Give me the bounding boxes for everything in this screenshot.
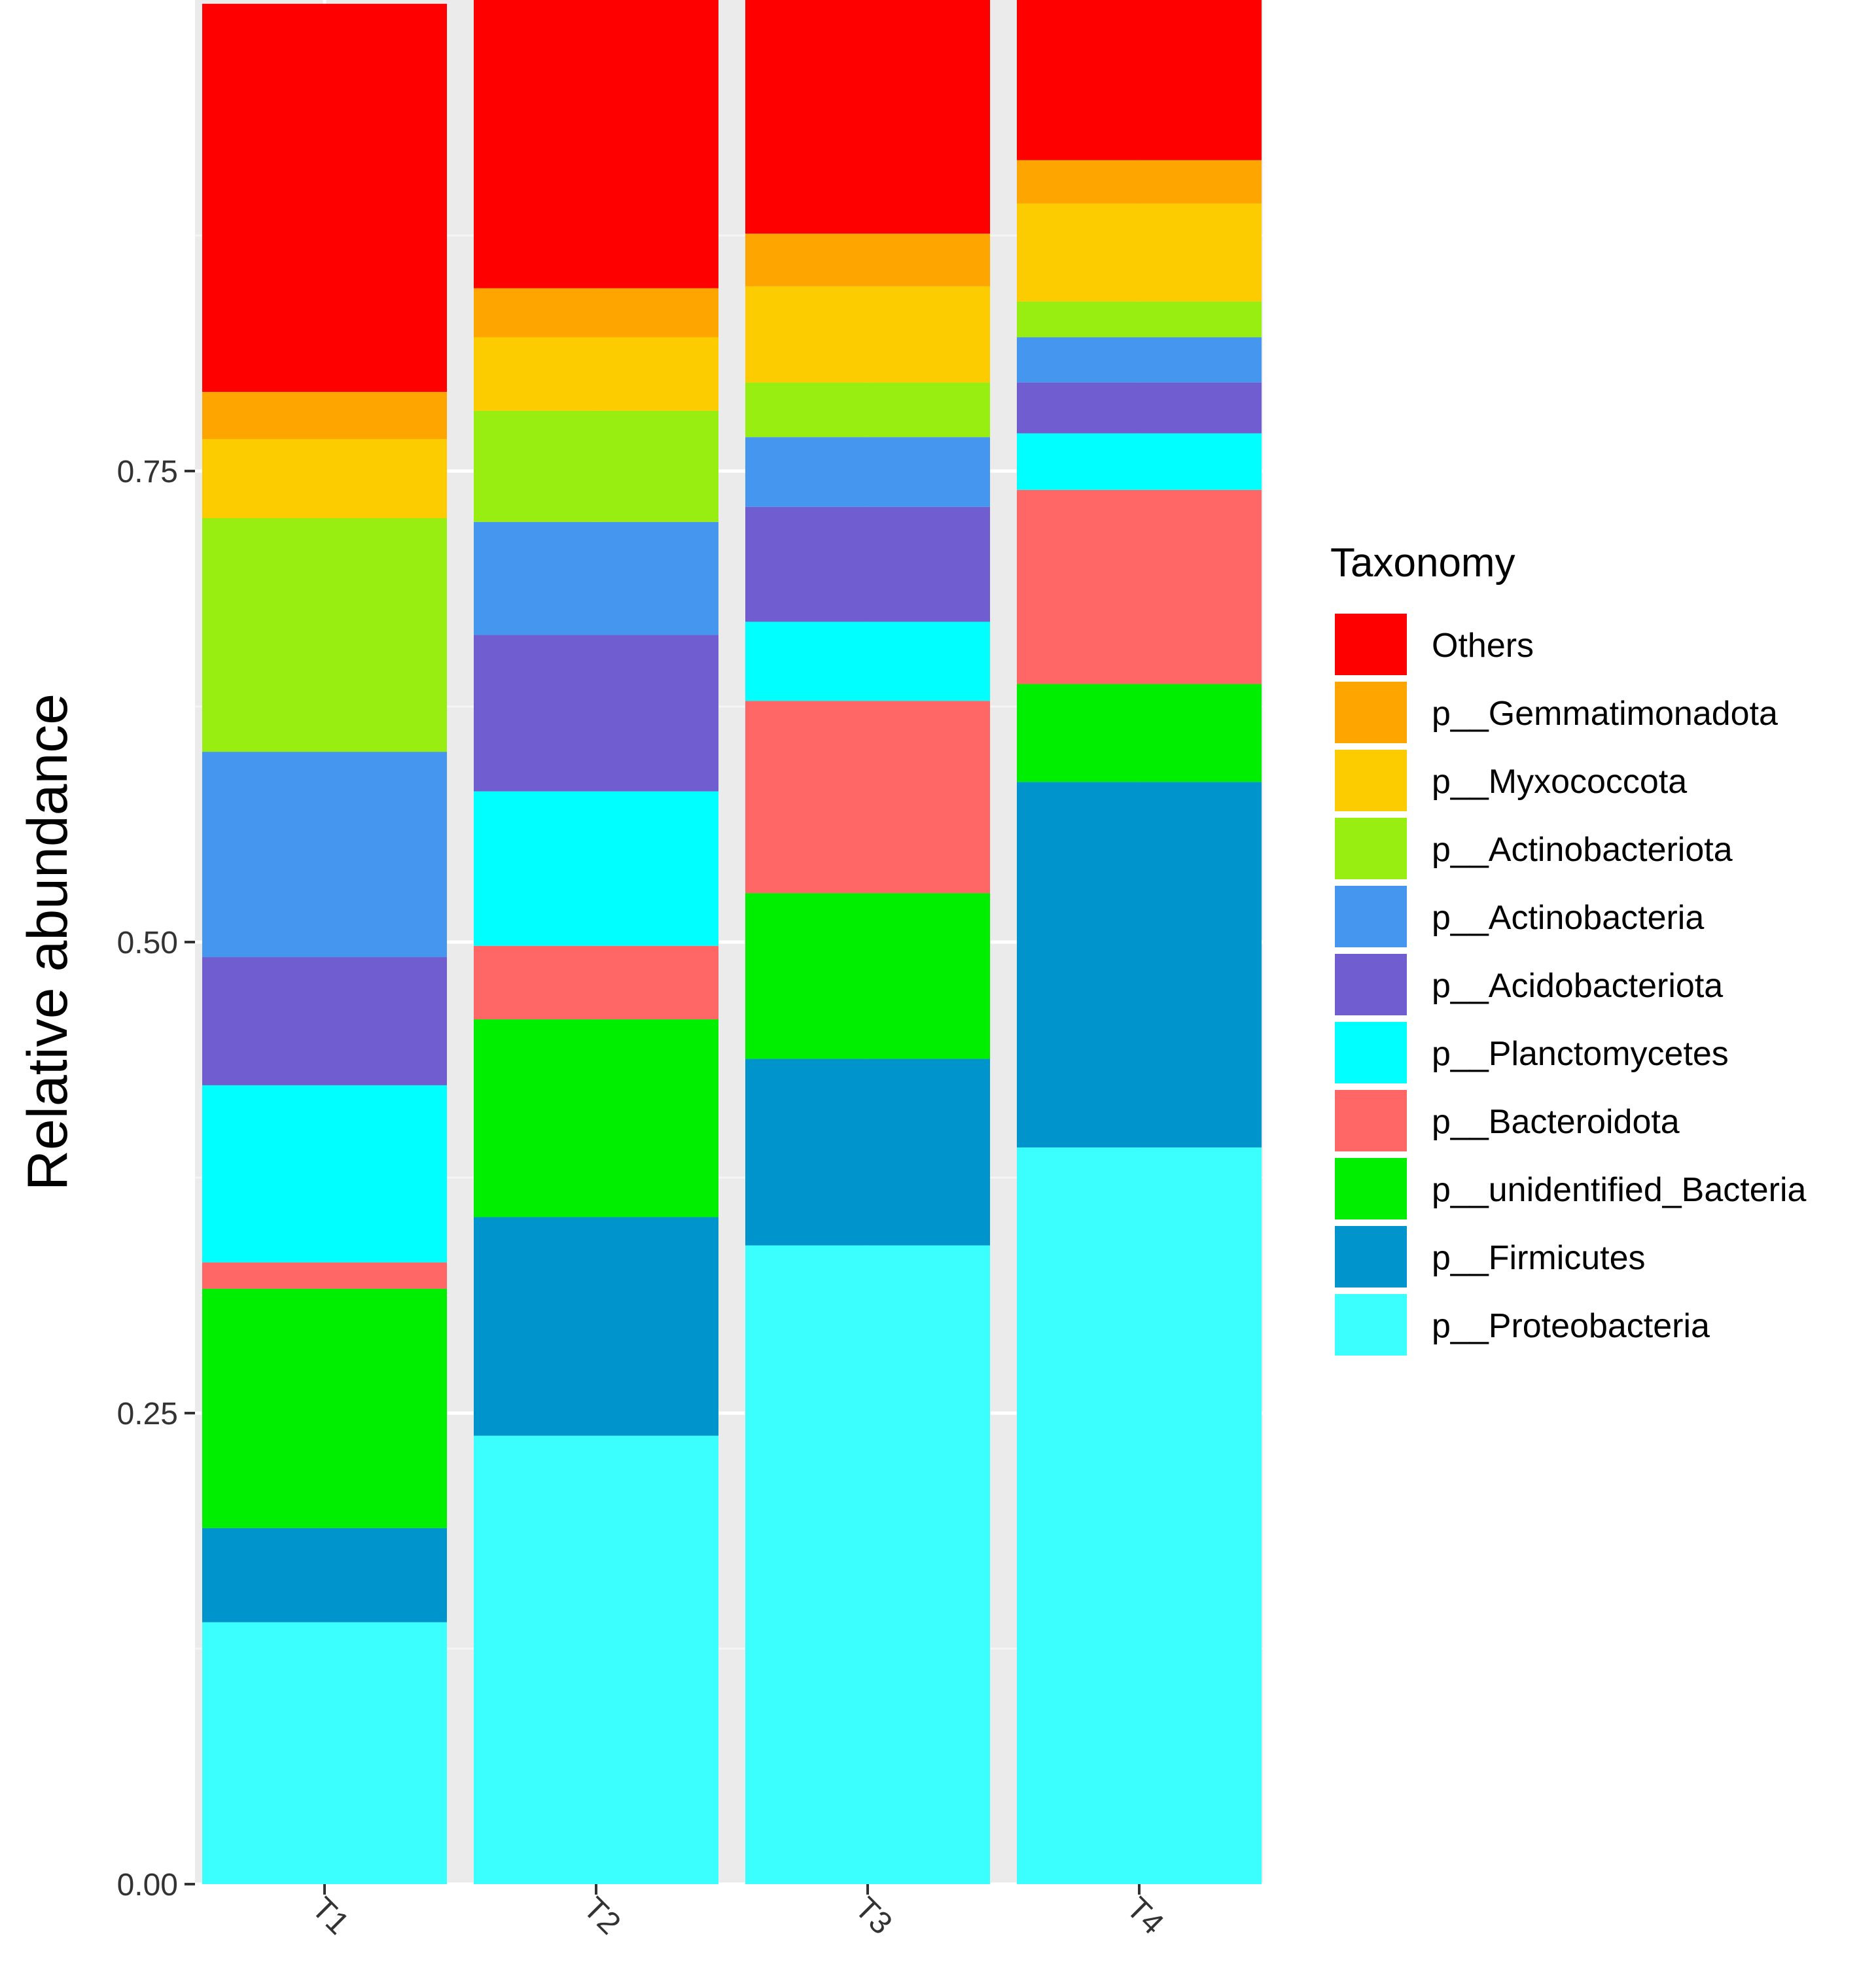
legend-key [1335,682,1407,743]
legend-label: p__Myxococcota [1432,763,1687,801]
bar-segment-T4-unidentified-Bacteria [1017,684,1262,782]
bar-segment-T3-unidentified-Bacteria [745,893,990,1059]
bar-segment-T1-Firmicutes [202,1528,447,1622]
bar-segment-T3-Planctomycetes [745,622,990,701]
bar-segment-T2-Firmicutes [474,1217,718,1436]
bar-segment-T4-Proteobacteria [1017,1147,1262,1884]
bar-segment-T4-Actinobacteriota [1017,301,1262,338]
legend-label: p__unidentified_Bacteria [1432,1171,1807,1209]
bar-segment-T1-Myxococcota [202,439,447,518]
x-tick-label-T2: T2 [576,1891,627,1941]
y-axis: 0.00 0.25 0.50 0.75 [117,455,195,1902]
bar-segment-T2-Gemmatimonadota [474,288,718,338]
bar-segment-T2-Planctomycetes [474,791,718,946]
y-tick-label-1: 0.25 [117,1397,178,1431]
legend-item-Firmicutes: p__Firmicutes [1335,1226,1646,1287]
legend-item-Myxococcota: p__Myxococcota [1335,750,1687,811]
legend-label: p__Bacteroidota [1432,1103,1680,1141]
legend-item-Others: Others [1335,614,1534,675]
legend-key [1335,750,1407,811]
legend-key [1335,954,1407,1015]
bar-segment-T4-Planctomycetes [1017,433,1262,490]
legend-item-Actinobacteriota: p__Actinobacteriota [1335,818,1733,879]
bar-segment-T4-Myxococcota [1017,203,1262,302]
x-tick-label-T3: T3 [848,1891,898,1941]
bar-segment-T2-Actinobacteriota [474,410,718,522]
bar-segment-T3-Others [745,0,990,234]
legend-item-Actinobacteria: p__Actinobacteria [1335,886,1704,947]
bar-segment-T1-Actinobacteriota [202,518,447,752]
legend-label: p__Actinobacteria [1432,899,1704,937]
bars [202,0,1262,1884]
legend-item-unidentified-Bacteria: p__unidentified_Bacteria [1335,1158,1807,1219]
legend-key [1335,886,1407,947]
legend-key [1335,818,1407,879]
x-tick-label-T1: T1 [305,1891,355,1941]
bar-segment-T1-unidentified-Bacteria [202,1288,447,1528]
bar-segment-T2-Proteobacteria [474,1435,718,1884]
legend-key [1335,614,1407,675]
legend-key [1335,1022,1407,1083]
legend-label: p__Gemmatimonadota [1432,695,1778,733]
bar-segment-T4-Others [1017,0,1262,160]
bar-segment-T4-Gemmatimonadota [1017,160,1262,204]
legend-label: Others [1432,627,1534,665]
legend-label: p__Planctomycetes [1432,1035,1729,1073]
bar-segment-T1-Others [202,3,447,393]
bar-segment-T1-Gemmatimonadota [202,392,447,440]
bar-segment-T3-Bacteroidota [745,701,990,894]
x-tick-label-T4: T4 [1120,1891,1170,1941]
bar-segment-T3-Acidobacteriota [745,506,990,622]
legend-item-Bacteroidota: p__Bacteroidota [1335,1090,1680,1151]
y-tick-label-3: 0.75 [117,455,178,489]
bar-segment-T1-Proteobacteria [202,1622,447,1884]
legend-label: p__Actinobacteriota [1432,831,1733,869]
legend-label: p__Proteobacteria [1432,1307,1710,1345]
legend: Taxonomy Others p__Gemmatimonadota p__Myxo… [1330,540,1807,1356]
legend-key [1335,1158,1407,1219]
bar-group-T3 [745,0,990,1884]
bar-segment-T2-unidentified-Bacteria [474,1019,718,1217]
legend-item-Gemmatimonadota: p__Gemmatimonadota [1335,682,1778,743]
bar-group-T2 [474,0,718,1884]
legend-item-Planctomycetes: p__Planctomycetes [1335,1022,1729,1083]
bar-segment-T3-Firmicutes [745,1059,990,1246]
bar-segment-T3-Myxococcota [745,286,990,383]
legend-label: p__Acidobacteriota [1432,967,1723,1005]
bar-group-T1 [202,3,447,1884]
legend-key [1335,1090,1407,1151]
bar-segment-T1-Actinobacteria [202,752,447,958]
legend-item-Proteobacteria: p__Proteobacteria [1335,1294,1710,1356]
legend-key [1335,1294,1407,1356]
bar-segment-T4-Bacteroidota [1017,489,1262,684]
bar-segment-T3-Gemmatimonadota [745,234,990,287]
bar-segment-T3-Actinobacteria [745,437,990,507]
bar-segment-T2-Others [474,0,718,289]
y-tick-label-2: 0.50 [117,926,178,960]
bar-segment-T1-Bacteroidota [202,1262,447,1289]
bar-segment-T4-Acidobacteriota [1017,382,1262,434]
legend-key [1335,1226,1407,1287]
x-axis: T1 T2 T3 T4 [305,1884,1170,1941]
bar-segment-T4-Firmicutes [1017,782,1262,1147]
bar-segment-T2-Bacteroidota [474,945,718,1020]
legend-title: Taxonomy [1330,540,1515,586]
legend-item-Acidobacteriota: p__Acidobacteriota [1335,954,1723,1015]
bar-segment-T3-Proteobacteria [745,1245,990,1884]
bar-segment-T1-Acidobacteriota [202,957,447,1085]
bar-segment-T2-Actinobacteria [474,521,718,635]
bar-segment-T1-Planctomycetes [202,1085,447,1263]
y-tick-label-0: 0.00 [117,1868,178,1902]
bar-segment-T2-Myxococcota [474,337,718,411]
bar-group-T4 [1017,0,1262,1884]
bar-segment-T3-Actinobacteriota [745,382,990,438]
bar-segment-T4-Actinobacteria [1017,337,1262,383]
legend-label: p__Firmicutes [1432,1239,1646,1277]
y-axis-label: Relative abundance [16,693,79,1191]
bar-segment-T2-Acidobacteriota [474,635,718,792]
